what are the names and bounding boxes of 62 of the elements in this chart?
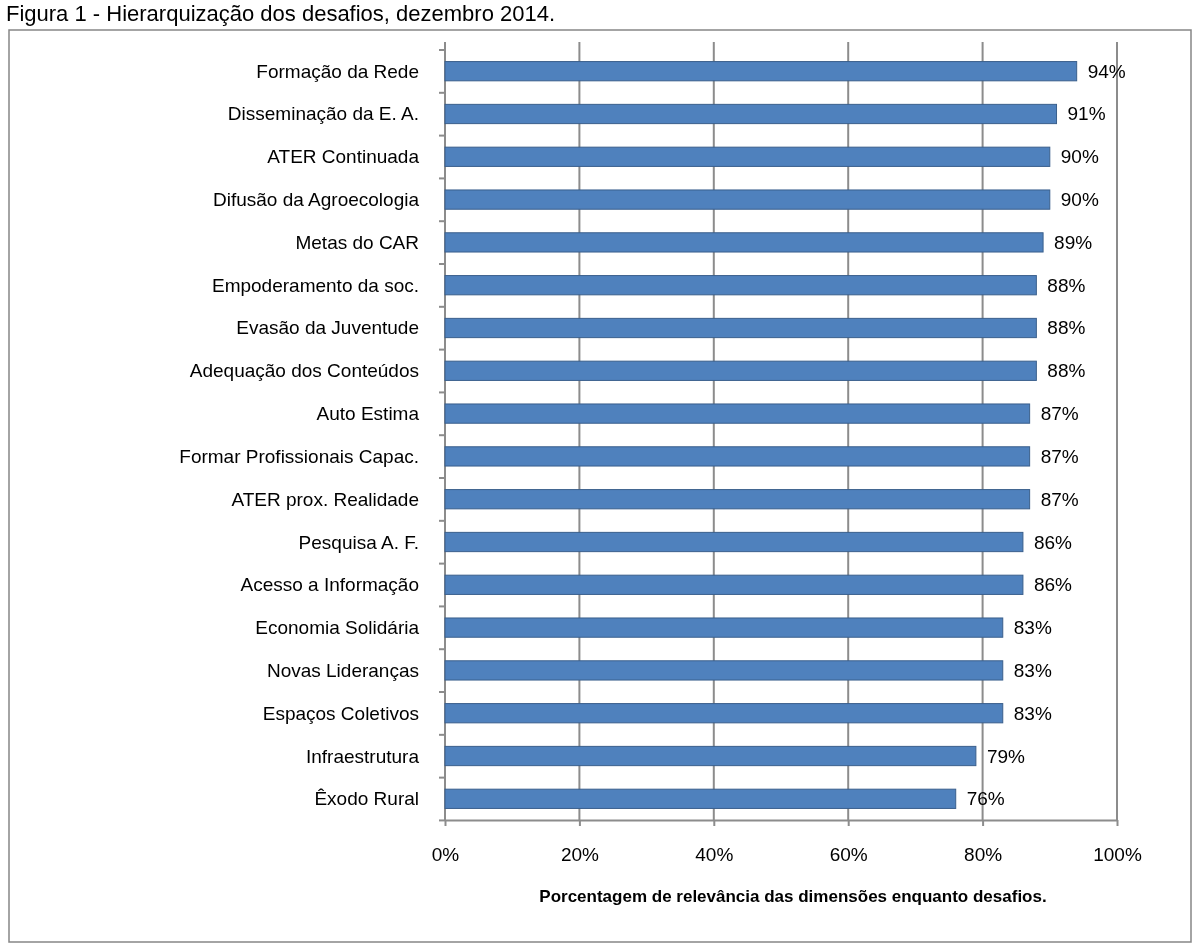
bar — [444, 232, 1044, 253]
data-label: 90% — [1060, 146, 1099, 168]
data-label: 88% — [1047, 274, 1086, 296]
y-tick-label: Evasão da Juventude — [236, 317, 419, 339]
data-label: 79% — [986, 745, 1026, 767]
x-tick-label: 40% — [695, 844, 734, 866]
y-tick-label: Acesso a Informação — [240, 574, 419, 596]
bar — [444, 660, 1004, 681]
bar — [444, 617, 1004, 638]
bar — [444, 146, 1051, 167]
y-tick-label: Auto Estima — [316, 403, 420, 425]
data-label: 90% — [1060, 189, 1099, 211]
bar — [444, 360, 1037, 381]
data-label: 91% — [1067, 103, 1106, 125]
bar — [444, 703, 1004, 724]
bar — [444, 489, 1031, 510]
x-tick-label: 100% — [1093, 844, 1142, 866]
bar — [444, 446, 1031, 467]
x-tick-label: 60% — [829, 844, 868, 866]
data-label: 87% — [1040, 445, 1079, 467]
data-label: 83% — [1013, 702, 1052, 724]
bar — [444, 275, 1037, 296]
bar — [444, 745, 977, 767]
bar — [444, 103, 1058, 125]
data-label: 83% — [1013, 659, 1052, 681]
y-tick-label: Adequação dos Conteúdos — [189, 360, 419, 382]
data-label: 86% — [1033, 574, 1073, 596]
chart-title: Figura 1 - Hierarquização dos desafios, dezembro 2014. — [6, 1, 556, 26]
y-tick-label: Disseminação da E. A. — [227, 103, 419, 125]
bar — [444, 531, 1024, 553]
y-tick-label: Pesquisa A. F. — [298, 531, 419, 553]
x-tick-label: 20% — [560, 844, 600, 866]
data-label: 89% — [1054, 231, 1093, 253]
y-tick-label: Novas Lideranças — [266, 659, 419, 681]
data-label: 88% — [1047, 317, 1086, 339]
y-tick-label: Espaços Coletivos — [262, 702, 419, 724]
y-tick-label: Metas do CAR — [295, 231, 419, 253]
bar — [444, 788, 957, 809]
bar — [444, 189, 1051, 210]
data-label: 86% — [1033, 531, 1073, 553]
x-tick-label: 80% — [964, 844, 1003, 866]
x-axis-title: Porcentagem de relevância das dimensões enquanto desafios. — [539, 887, 1047, 906]
data-label: 88% — [1047, 360, 1086, 382]
y-tick-label: Êxodo Rural — [314, 788, 419, 810]
y-tick-label: Economia Solidária — [255, 617, 420, 639]
data-label: 83% — [1013, 617, 1052, 639]
bar — [444, 317, 1037, 339]
data-label: 87% — [1040, 403, 1079, 425]
data-label: 94% — [1087, 60, 1126, 82]
y-tick-label: Infraestrutura — [306, 745, 420, 767]
y-tick-label: Difusão da Agroecologia — [213, 189, 420, 211]
y-tick-label: ATER prox. Realidade — [231, 488, 419, 510]
y-tick-label: Empoderamento da soc. — [211, 274, 419, 296]
bar — [444, 403, 1031, 424]
bar — [444, 574, 1024, 595]
bar — [444, 61, 1078, 82]
data-label: 87% — [1040, 488, 1079, 510]
y-tick-label: Formação da Rede — [256, 60, 419, 82]
x-tick-label: 0% — [431, 844, 460, 866]
y-tick-label: Formar Profissionais Capac. — [179, 445, 419, 467]
data-label: 76% — [966, 788, 1005, 810]
y-tick-label: ATER Continuada — [267, 146, 420, 168]
